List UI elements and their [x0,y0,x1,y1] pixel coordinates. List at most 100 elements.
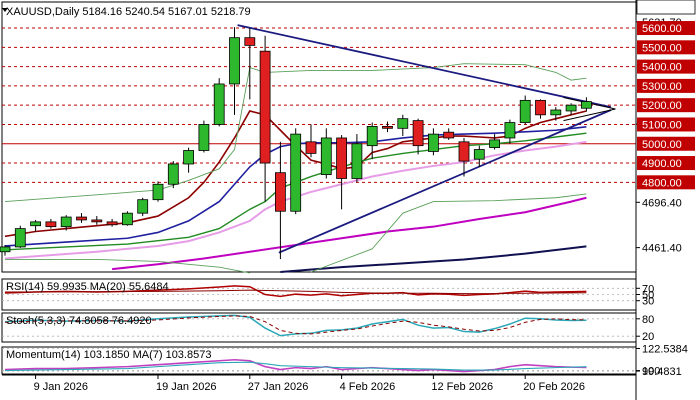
candle-body [305,141,317,154]
overlay-line-8 [310,193,587,273]
candle-30 [458,137,470,177]
indicator-series-stoch-0 [4,314,587,337]
candle-19 [290,128,302,215]
time-tick-label: 27 Jan 2026 [248,381,309,393]
indicator-title-momentum: Momentum(14) 103.1850 MA(7) 103.8573 [6,349,211,361]
level-label-5400.00: 5400.00 [642,62,682,74]
indicator-series-stoch-1 [4,315,587,335]
candle-35 [535,99,546,119]
candle-29 [443,128,455,140]
indicator-tick-label: 20 [642,331,654,343]
level-label-box [637,59,695,74]
candle-4 [60,215,72,231]
indicator-series-momentum-1 [4,361,587,372]
indicator-pane-frame-stoch [1,312,637,343]
candle-body [60,216,72,228]
time-tick-label: 4 Feb 2026 [340,381,396,393]
level-label-5500.00: 5500.00 [642,42,682,54]
indicator-tick-label: 99.4831 [642,366,682,378]
price-tick-label: 4696.40 [642,197,682,209]
indicator-tick-label: 100 [642,366,660,378]
overlay-line-3 [4,140,587,260]
candle-27 [412,118,424,155]
candle-37 [565,103,577,115]
candle-15 [229,27,240,115]
dropdown-arrow-icon [2,8,8,12]
candle-body [30,221,42,227]
candle-body [535,99,546,116]
candle-body [259,50,271,164]
candle-0 [0,245,11,256]
candle-body [412,120,424,147]
candle-22 [336,135,348,210]
candle-body [473,149,485,160]
candle-34 [519,95,531,125]
candle-body [137,199,149,214]
candle-body [91,219,103,223]
candle-body [274,172,286,212]
candle-body [489,139,501,149]
indicator-series-rsi-1 [4,289,587,295]
candle-20 [305,124,317,158]
trendline-0 [237,24,612,108]
candle-body [458,141,470,162]
candle-body [152,183,164,201]
candle-body [336,137,348,179]
time-tick-label: 20 Feb 2026 [523,381,585,393]
candle-31 [473,145,485,167]
candle-body [366,125,378,147]
indicator-series-rsi-0 [4,285,587,298]
candle-body [581,101,592,109]
candle-5 [76,213,87,223]
candle-23 [351,134,363,183]
candle-body [167,163,179,185]
indicator-tick-label: 70 [642,283,654,295]
candle-9 [137,197,149,217]
candle-body [320,137,332,176]
level-label-5200.00: 5200.00 [642,100,682,112]
candle-11 [167,161,179,189]
candle-body [198,124,210,151]
level-label-box [637,78,695,93]
candle-12 [183,147,195,173]
time-tick-label: 19 Jan 2026 [156,381,217,393]
candle-body [213,83,225,125]
indicator-tick-label: 30 [642,296,654,308]
time-tick-label: 12 Feb 2026 [431,381,493,393]
candle-body [351,143,363,179]
indicator-title-stoch: Stoch(5,3,3) 74.8058 76.4920 [6,315,152,327]
level-label-box [637,175,695,190]
candle-body [229,37,240,85]
candle-25 [382,121,393,133]
candle-21 [320,128,332,179]
current-price-label: 5218.79 [642,0,682,3]
candle-body [0,246,11,253]
candle-13 [198,120,210,153]
overlay-line-5 [280,245,587,273]
candle-28 [427,128,439,156]
candle-3 [45,218,57,229]
candle-16 [244,28,256,100]
level-label-box [637,117,695,132]
trendline-3 [563,108,616,122]
indicator-tick-label: 80 [642,314,654,326]
candle-1 [14,225,26,248]
candle-36 [550,107,562,121]
candle-body [122,212,133,226]
level-label-4800.00: 4800.00 [642,177,682,189]
candle-18 [274,141,286,260]
candle-body [76,216,87,221]
indicator-tick-label: 122.5384 [642,343,688,355]
candle-body [504,122,516,139]
candle-body [183,150,195,165]
indicator-tick-label: 50 [642,290,654,302]
candle-38 [581,97,592,112]
candle-body [106,221,118,226]
price-tick-label: 4461.40 [642,243,682,255]
level-label-box [637,98,695,113]
candle-32 [489,134,501,150]
indicator-series-momentum-0 [4,358,587,373]
